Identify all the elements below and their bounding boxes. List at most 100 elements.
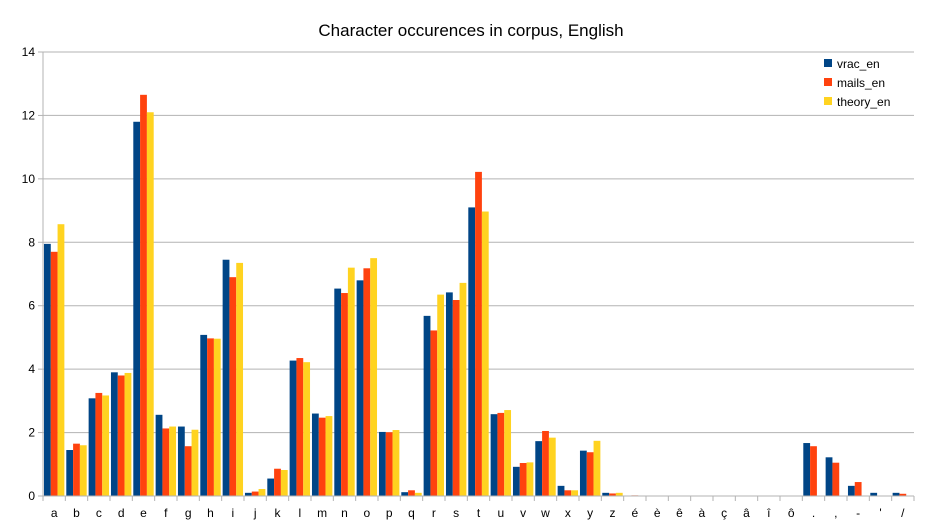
x-tick-label: g	[185, 506, 192, 520]
bar-vrac_en-35	[825, 457, 833, 496]
x-tick-label: h	[207, 506, 214, 520]
bar-theory_en-13	[347, 267, 355, 496]
bar-theory_en-16	[414, 492, 422, 496]
bar-vrac_en-36	[847, 485, 855, 496]
bar-mails_en-18	[452, 300, 460, 496]
bar-mails_en-9	[251, 491, 259, 496]
bar-theory_en-20	[504, 410, 512, 496]
bar-theory_en-5	[169, 426, 177, 496]
bar-mails_en-38	[899, 493, 907, 496]
x-tick-label: m	[317, 506, 327, 520]
bar-vrac_en-11	[289, 360, 297, 496]
bar-mails_en-7	[207, 338, 214, 496]
legend-swatch-vrac_en	[824, 59, 832, 67]
x-tick-label: r	[432, 506, 436, 520]
bar-mails_en-2	[95, 392, 103, 496]
y-tick-label: 6	[28, 299, 35, 313]
x-tick-label: c	[96, 506, 102, 520]
bar-vrac_en-20	[490, 414, 498, 496]
bar-mails_en-3	[117, 375, 125, 496]
bar-mails_en-25	[609, 493, 616, 496]
bar-theory_en-12	[325, 416, 333, 496]
bar-theory_en-14	[370, 258, 378, 496]
bar-vrac_en-22	[535, 441, 543, 496]
bar-theory_en-24	[593, 440, 601, 496]
x-tick-label: b	[73, 506, 80, 520]
bar-theory_en-23	[571, 490, 579, 496]
bar-theory_en-18	[459, 282, 467, 496]
bar-theory_en-25	[615, 492, 623, 496]
bar-vrac_en-18	[445, 292, 453, 496]
x-tick-label: k	[275, 506, 282, 520]
legend-label: theory_en	[837, 95, 890, 109]
bar-vrac_en-12	[311, 413, 319, 496]
bar-vrac_en-9	[244, 492, 252, 496]
x-tick-label: v	[520, 506, 526, 520]
bar-vrac_en-13	[334, 288, 342, 496]
bar-mails_en-1	[73, 443, 80, 496]
x-tick-label: i	[231, 506, 234, 520]
bars	[43, 94, 907, 497]
x-tick-label: -	[856, 506, 860, 520]
x-tick-label: t	[477, 506, 481, 520]
x-tick-label: e	[140, 506, 147, 520]
y-tick-label: 0	[28, 489, 35, 503]
bar-vrac_en-34	[803, 443, 811, 496]
x-tick-label: ô	[788, 506, 795, 520]
bar-theory_en-6	[191, 429, 199, 496]
x-tick-label: a	[51, 506, 58, 520]
bar-vrac_en-4	[133, 121, 141, 497]
bar-vrac_en-16	[401, 492, 409, 496]
y-tick-label: 4	[28, 362, 35, 376]
x-tick-labels: a b c d e f g h i j k l m n o p q r s t u v w x y z é è ê à ç â î ô., - ' /	[51, 506, 905, 520]
bar-theory_en-8	[236, 262, 244, 496]
x-tick-label: /	[901, 506, 905, 520]
bar-vrac_en-8	[222, 259, 230, 496]
x-tick-label: j	[253, 506, 257, 520]
bar-vrac_en-37	[870, 492, 878, 496]
bar-mails_en-4	[140, 94, 147, 497]
bar-mails_en-12	[318, 417, 326, 496]
x-tick-label: â	[743, 506, 750, 520]
bar-theory_en-21	[526, 462, 534, 496]
x-tick-label: w	[540, 506, 550, 520]
legend-swatch-mails_en	[824, 78, 832, 86]
bar-vrac_en-6	[177, 426, 185, 496]
bar-vrac_en-0	[43, 243, 51, 496]
bar-vrac_en-7	[200, 334, 208, 496]
x-tick-label: n	[341, 506, 348, 520]
chart-title: Character occurences in corpus, English	[318, 21, 623, 40]
bar-theory_en-2	[102, 395, 110, 496]
bar-vrac_en-3	[110, 372, 118, 496]
bar-mails_en-5	[162, 428, 170, 496]
bar-vrac_en-14	[356, 280, 364, 496]
x-tick-label: u	[497, 506, 504, 520]
y-tick-label: 8	[28, 235, 35, 249]
x-tick-label: d	[118, 506, 125, 520]
bar-vrac_en-38	[892, 492, 900, 496]
bar-theory_en-0	[57, 224, 65, 497]
x-tick-label: z	[610, 506, 616, 520]
bar-mails_en-23	[564, 490, 572, 496]
y-tick-label: 14	[22, 45, 36, 59]
x-tick-label: é	[631, 506, 638, 520]
bar-theory_en-11	[303, 362, 311, 496]
axes	[38, 51, 915, 501]
bar-mails_en-11	[296, 358, 304, 496]
x-tick-label: x	[565, 506, 571, 520]
bar-theory_en-22	[548, 437, 556, 496]
bar-theory_en-19	[481, 211, 489, 496]
bar-vrac_en-2	[88, 398, 96, 496]
bar-mails_en-20	[497, 412, 505, 496]
bar-theory_en-17	[437, 294, 445, 496]
bar-mails_en-8	[229, 277, 237, 496]
bar-mails_en-34	[810, 446, 817, 496]
bar-theory_en-3	[124, 372, 132, 496]
bar-vrac_en-1	[66, 450, 74, 496]
x-tick-label: o	[363, 506, 370, 520]
bar-mails_en-24	[586, 452, 594, 496]
legend-swatch-theory_en	[824, 97, 832, 105]
bar-theory_en-7	[213, 338, 221, 496]
x-tick-label: l	[298, 506, 301, 520]
